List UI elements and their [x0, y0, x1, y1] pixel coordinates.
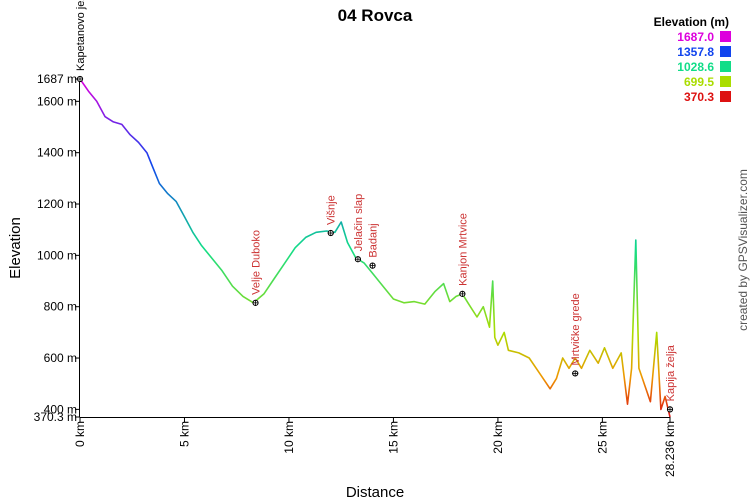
- y-tick-label: 370.3 m: [34, 410, 77, 424]
- legend-swatch: [720, 31, 731, 42]
- y-axis-title: Elevation: [7, 217, 24, 279]
- x-tick-label: 0 km: [73, 421, 87, 447]
- waypoint-label: Jelačin slap: [353, 194, 365, 251]
- y-tick-label: 1200 m: [37, 197, 77, 211]
- y-tick-label: 1400 m: [37, 146, 77, 160]
- waypoint-marker: [572, 370, 579, 377]
- legend-value: 699.5: [684, 75, 714, 89]
- legend-value: 1028.6: [677, 60, 714, 74]
- waypoint-marker: [327, 229, 334, 237]
- x-tick-label: 15 km: [386, 421, 400, 454]
- x-tick-label: 28.236 km: [663, 421, 677, 477]
- legend-swatch: [720, 91, 731, 102]
- x-tick-label: 10 km: [282, 421, 296, 454]
- x-tick-label: 5 km: [177, 421, 191, 447]
- legend-title: Elevation (m): [654, 15, 729, 29]
- legend-value: 370.3: [684, 90, 714, 104]
- y-tick-label: 1000 m: [37, 248, 77, 262]
- waypoint-label: Višnje: [326, 195, 338, 225]
- x-tick-label: 20 km: [491, 421, 505, 454]
- waypoint-markers: Kapetanovo jezero Velje Duboko Višnje Jelač…: [75, 0, 677, 413]
- legend-value: 1357.8: [677, 45, 714, 59]
- waypoint-marker: [459, 290, 466, 297]
- legend-value: 1687.0: [677, 30, 714, 44]
- waypoint-marker: [369, 262, 376, 269]
- waypoint-label: Badanj: [368, 223, 380, 257]
- x-axis-title: Distance: [346, 484, 404, 500]
- waypoint-label: Kapija želja: [665, 344, 677, 401]
- legend-swatch: [720, 61, 731, 72]
- legend-swatch: [720, 46, 731, 57]
- y-tick-label: 600 m: [44, 351, 77, 365]
- y-tick-label: 800 m: [44, 300, 77, 314]
- y-tick-label: 1600 m: [37, 94, 77, 108]
- waypoint-marker: [76, 75, 84, 83]
- elevation-series: [79, 78, 671, 418]
- waypoint-label: Mrtvičke grede: [570, 293, 582, 365]
- legend: Elevation (m) 1687.01357.81028.6699.5370…: [654, 15, 731, 104]
- waypoint-marker: [354, 256, 362, 263]
- elevation-line: [79, 78, 671, 418]
- waypoint-label: Kanjon Mrtvice: [457, 213, 469, 286]
- legend-swatch: [720, 76, 731, 87]
- credit-text: created by GPSVisualizer.com: [736, 169, 750, 331]
- y-tick-label: 1687 m: [37, 72, 77, 86]
- chart-title: 04 Rovca: [338, 6, 413, 25]
- waypoint-marker: [666, 406, 674, 413]
- waypoint-label: Velje Duboko: [251, 230, 263, 295]
- x-tick-label: 25 km: [595, 421, 609, 454]
- waypoint-marker: [252, 299, 259, 306]
- y-tick-label: 400 m: [44, 402, 77, 416]
- waypoint-label: Kapetanovo jezero: [75, 0, 87, 71]
- x-axis-ticks: 0 km 5 km 10 km 15 km 20 km 25 km 28.236 km: [73, 417, 677, 477]
